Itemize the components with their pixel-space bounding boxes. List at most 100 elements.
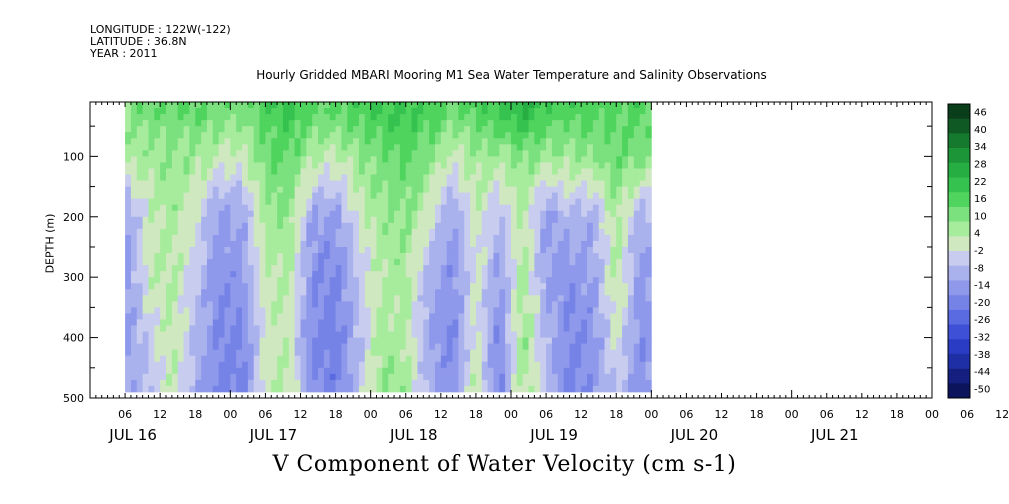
heatmap-cell [130,313,138,320]
heatmap-cell [622,349,629,357]
heatmap-cell [177,168,184,175]
heatmap-cell [493,277,500,284]
heatmap-cell [616,192,623,200]
heatmap-cell [598,301,605,308]
heatmap-cell [347,265,354,272]
heatmap-cell [639,132,646,139]
heatmap-cell [534,325,541,332]
heatmap-cell [499,156,506,163]
heatmap-cell [206,234,214,242]
heatmap-cell [166,337,173,345]
heatmap-cell [587,186,594,194]
heatmap-cell [511,343,518,351]
heatmap-cell [399,162,407,169]
heatmap-cell [212,108,220,115]
heatmap-cell [130,132,138,139]
heatmap-cell [551,367,559,375]
heatmap-cell [206,301,214,308]
heatmap-cell [516,355,524,363]
heatmap-cell [306,228,313,236]
heatmap-cell [511,150,518,157]
heatmap-cell [218,259,225,266]
heatmap-cell [177,265,184,272]
heatmap-cell [166,246,173,254]
heatmap-cell [394,337,401,345]
heatmap-cell [218,283,225,290]
heatmap-cell [592,216,600,224]
heatmap-cell [323,150,331,157]
heatmap-cell [399,192,407,200]
heatmap-cell [329,325,336,332]
heatmap-cell [575,295,582,302]
heatmap-cell [130,379,138,387]
heatmap-cell [230,120,237,127]
heatmap-cell [563,240,570,248]
heatmap-cell [604,271,611,278]
heatmap-cell [382,114,389,121]
heatmap-cell [511,307,518,314]
heatmap-cell [224,373,231,381]
heatmap-cell [440,222,448,230]
heatmap-cell [417,102,424,109]
heatmap-cell [388,367,395,375]
heatmap-cell [481,120,489,127]
heatmap-cell [411,325,418,332]
heatmap-cell [353,222,360,230]
heatmap-cell [417,349,424,357]
heatmap-cell [440,277,448,284]
heatmap-cell [429,259,436,266]
heatmap-cell [551,355,559,363]
heatmap-cell [511,144,518,151]
day-label: JUL 16 [108,426,157,444]
heatmap-cell [581,174,588,181]
heatmap-cell [534,301,541,308]
heatmap-cell [604,379,611,387]
heatmap-cell [633,343,641,351]
heatmap-cell [341,240,348,248]
heatmap-cell [417,301,424,308]
heatmap-cell [294,373,301,381]
heatmap-cell [522,198,529,206]
heatmap-cell [440,174,448,181]
heatmap-cell [493,283,500,290]
heatmap-cell [125,307,132,314]
heatmap-cell [282,277,290,284]
heatmap-cell [218,319,225,326]
heatmap-cell [323,325,331,332]
heatmap-cell [201,150,208,157]
heatmap-cell [195,132,202,139]
heatmap-cell [434,186,442,194]
heatmap-cell [627,126,635,133]
heatmap-cell [452,367,459,375]
heatmap-cell [370,325,377,332]
heatmap-cell [534,174,541,181]
heatmap-cell [458,361,465,369]
heatmap-cell [470,385,477,393]
heatmap-cell [516,228,524,236]
heatmap-cell [452,259,459,266]
heatmap-cell [242,168,249,175]
heatmap-cell [212,198,220,206]
heatmap-cell [347,108,354,115]
heatmap-cell [569,150,576,157]
heatmap-cell [493,240,500,248]
heatmap-cell [242,210,249,218]
heatmap-cell [399,126,407,133]
heatmap-cell [358,246,366,254]
heatmap-cell [429,289,436,296]
heatmap-cell [458,156,465,163]
heatmap-cell [592,150,600,157]
heatmap-cell [160,192,167,200]
heatmap-cell [353,355,360,363]
heatmap-cell [446,132,453,139]
heatmap-cell [253,325,260,332]
heatmap-cell [183,222,190,230]
heatmap-cell [306,343,313,351]
heatmap-cell [557,156,565,163]
heatmap-cell [587,210,594,218]
heatmap-cell [464,337,471,345]
heatmap-cell [335,126,342,133]
heatmap-cell [376,216,383,224]
heatmap-cell [475,313,483,320]
heatmap-cell [282,349,290,357]
